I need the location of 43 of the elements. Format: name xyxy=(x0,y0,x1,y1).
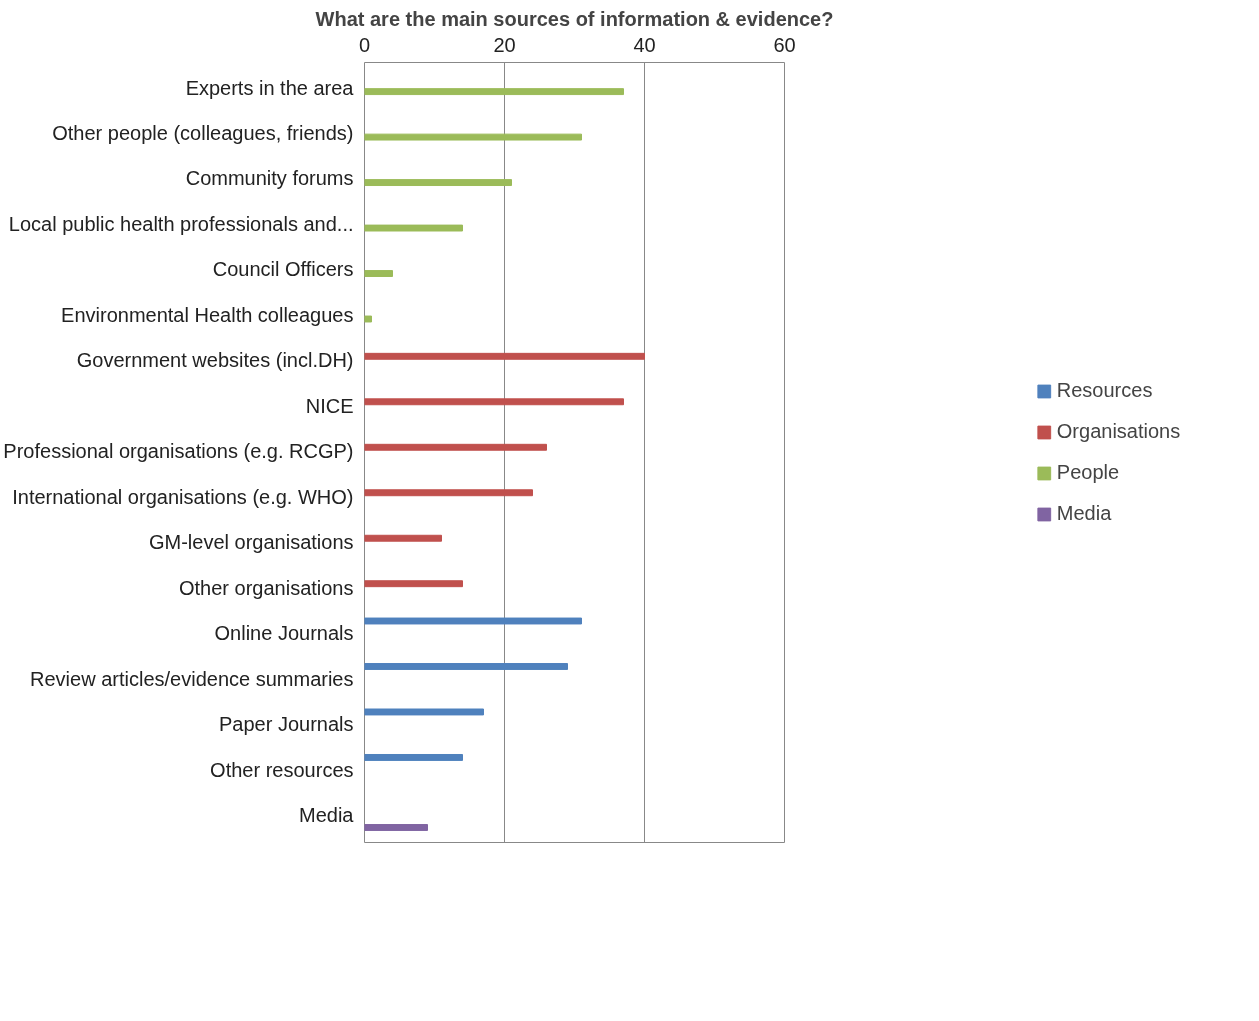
bar xyxy=(364,443,547,451)
x-tick-label: 20 xyxy=(493,33,516,56)
y-tick-label: Community forums xyxy=(185,167,354,190)
y-tick-label: Experts in the area xyxy=(185,76,355,99)
bar xyxy=(364,663,568,670)
y-tick-label: Government websites (incl.DH) xyxy=(76,349,354,372)
y-tick-label: GM-level organisations xyxy=(148,531,354,554)
bar xyxy=(364,352,645,360)
y-tick-label: Review articles/evidence summaries xyxy=(30,667,354,690)
y-tick-label: Environmental Health colleagues xyxy=(61,303,354,326)
legend-label: Organisations xyxy=(1056,420,1181,443)
y-tick-label: Other organisations xyxy=(178,576,354,599)
legend-label: Resources xyxy=(1056,379,1153,402)
y-tick-label: Paper Journals xyxy=(218,713,354,736)
bar xyxy=(364,270,393,277)
x-tick-label: 60 xyxy=(773,33,796,56)
y-tick-label: Other resources xyxy=(210,758,354,781)
bar xyxy=(364,580,463,588)
legend-label: Media xyxy=(1056,502,1112,525)
bar xyxy=(364,753,463,761)
y-tick-label: Media xyxy=(299,804,355,827)
bar xyxy=(364,224,463,232)
y-tick-label: Online Journals xyxy=(214,622,354,645)
chart-title: What are the main sources of information & evidence? xyxy=(315,7,834,30)
bar xyxy=(364,398,624,406)
y-tick-label: International organisations (e.g. WHO) xyxy=(12,485,354,508)
legend-label: People xyxy=(1056,461,1120,484)
y-tick-label: Other people (colleagues, friends) xyxy=(52,122,354,144)
bar xyxy=(364,824,428,831)
x-tick-label: 0 xyxy=(358,33,371,56)
bar xyxy=(364,534,442,542)
bar xyxy=(364,133,582,141)
y-tick-label: NICE xyxy=(305,394,354,417)
bar xyxy=(364,315,372,323)
bar xyxy=(364,617,582,625)
y-tick-label: Local public health professionals and... xyxy=(8,212,354,235)
bar xyxy=(364,489,533,497)
x-tick-label: 40 xyxy=(633,33,656,56)
y-tick-label: Professional organisations (e.g. RCGP) xyxy=(3,440,354,463)
bar xyxy=(364,88,624,96)
y-tick-label: Council Officers xyxy=(212,258,354,281)
bar xyxy=(364,179,512,187)
bar xyxy=(364,708,484,716)
